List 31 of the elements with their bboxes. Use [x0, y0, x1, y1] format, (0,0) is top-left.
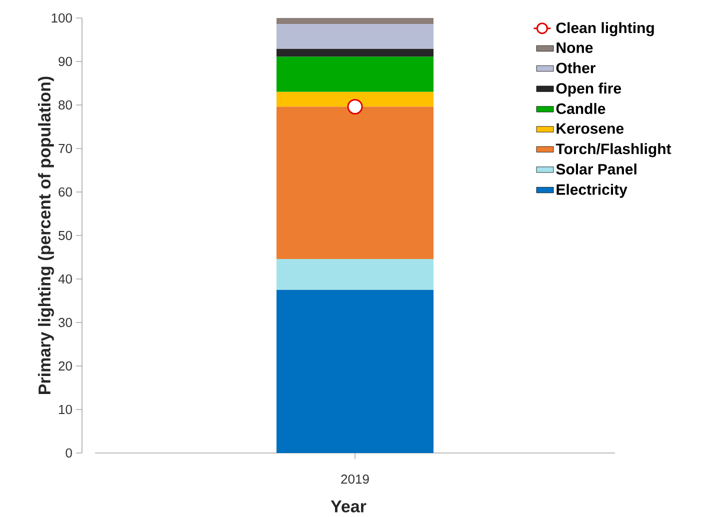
legend-label: Open fire: [556, 82, 622, 97]
y-tick-label: 90: [58, 56, 72, 66]
y-tick-label: 60: [58, 187, 72, 197]
legend-label: Solar Panel: [556, 164, 636, 175]
x-axis-title: Year: [330, 500, 366, 512]
x-tick-label: 2019: [341, 474, 369, 484]
legend-label: None: [556, 42, 593, 53]
legend-label: Torch/Flashlight: [556, 143, 672, 158]
y-axis-title: Primary lighting (percent of population): [38, 76, 54, 394]
y-tick-label: 10: [59, 404, 72, 414]
legend-label: Other: [556, 62, 596, 74]
y-tick-label: 0: [66, 448, 72, 458]
legend-label: Kerosene: [556, 123, 624, 134]
y-tick-label: 50: [58, 230, 72, 240]
y-tick-label: 70: [58, 144, 72, 154]
bar: [276, 106, 434, 259]
y-tick-label: 20: [58, 361, 72, 371]
legend-label: Clean lighting: [556, 22, 654, 36]
y-tick-label: 40: [58, 274, 72, 284]
y-tick-label: 80: [58, 100, 72, 110]
bar: [276, 92, 434, 107]
legend-label: Candle: [556, 103, 606, 114]
bar: [276, 48, 434, 57]
bar: [276, 290, 434, 453]
legend-label: Electricity: [556, 184, 628, 198]
y-tick-label: 100: [52, 13, 72, 23]
bar: [276, 24, 434, 49]
bar: [276, 18, 434, 24]
bar: [276, 56, 434, 92]
bar: [276, 258, 434, 290]
y-tick-label: 30: [58, 318, 72, 328]
